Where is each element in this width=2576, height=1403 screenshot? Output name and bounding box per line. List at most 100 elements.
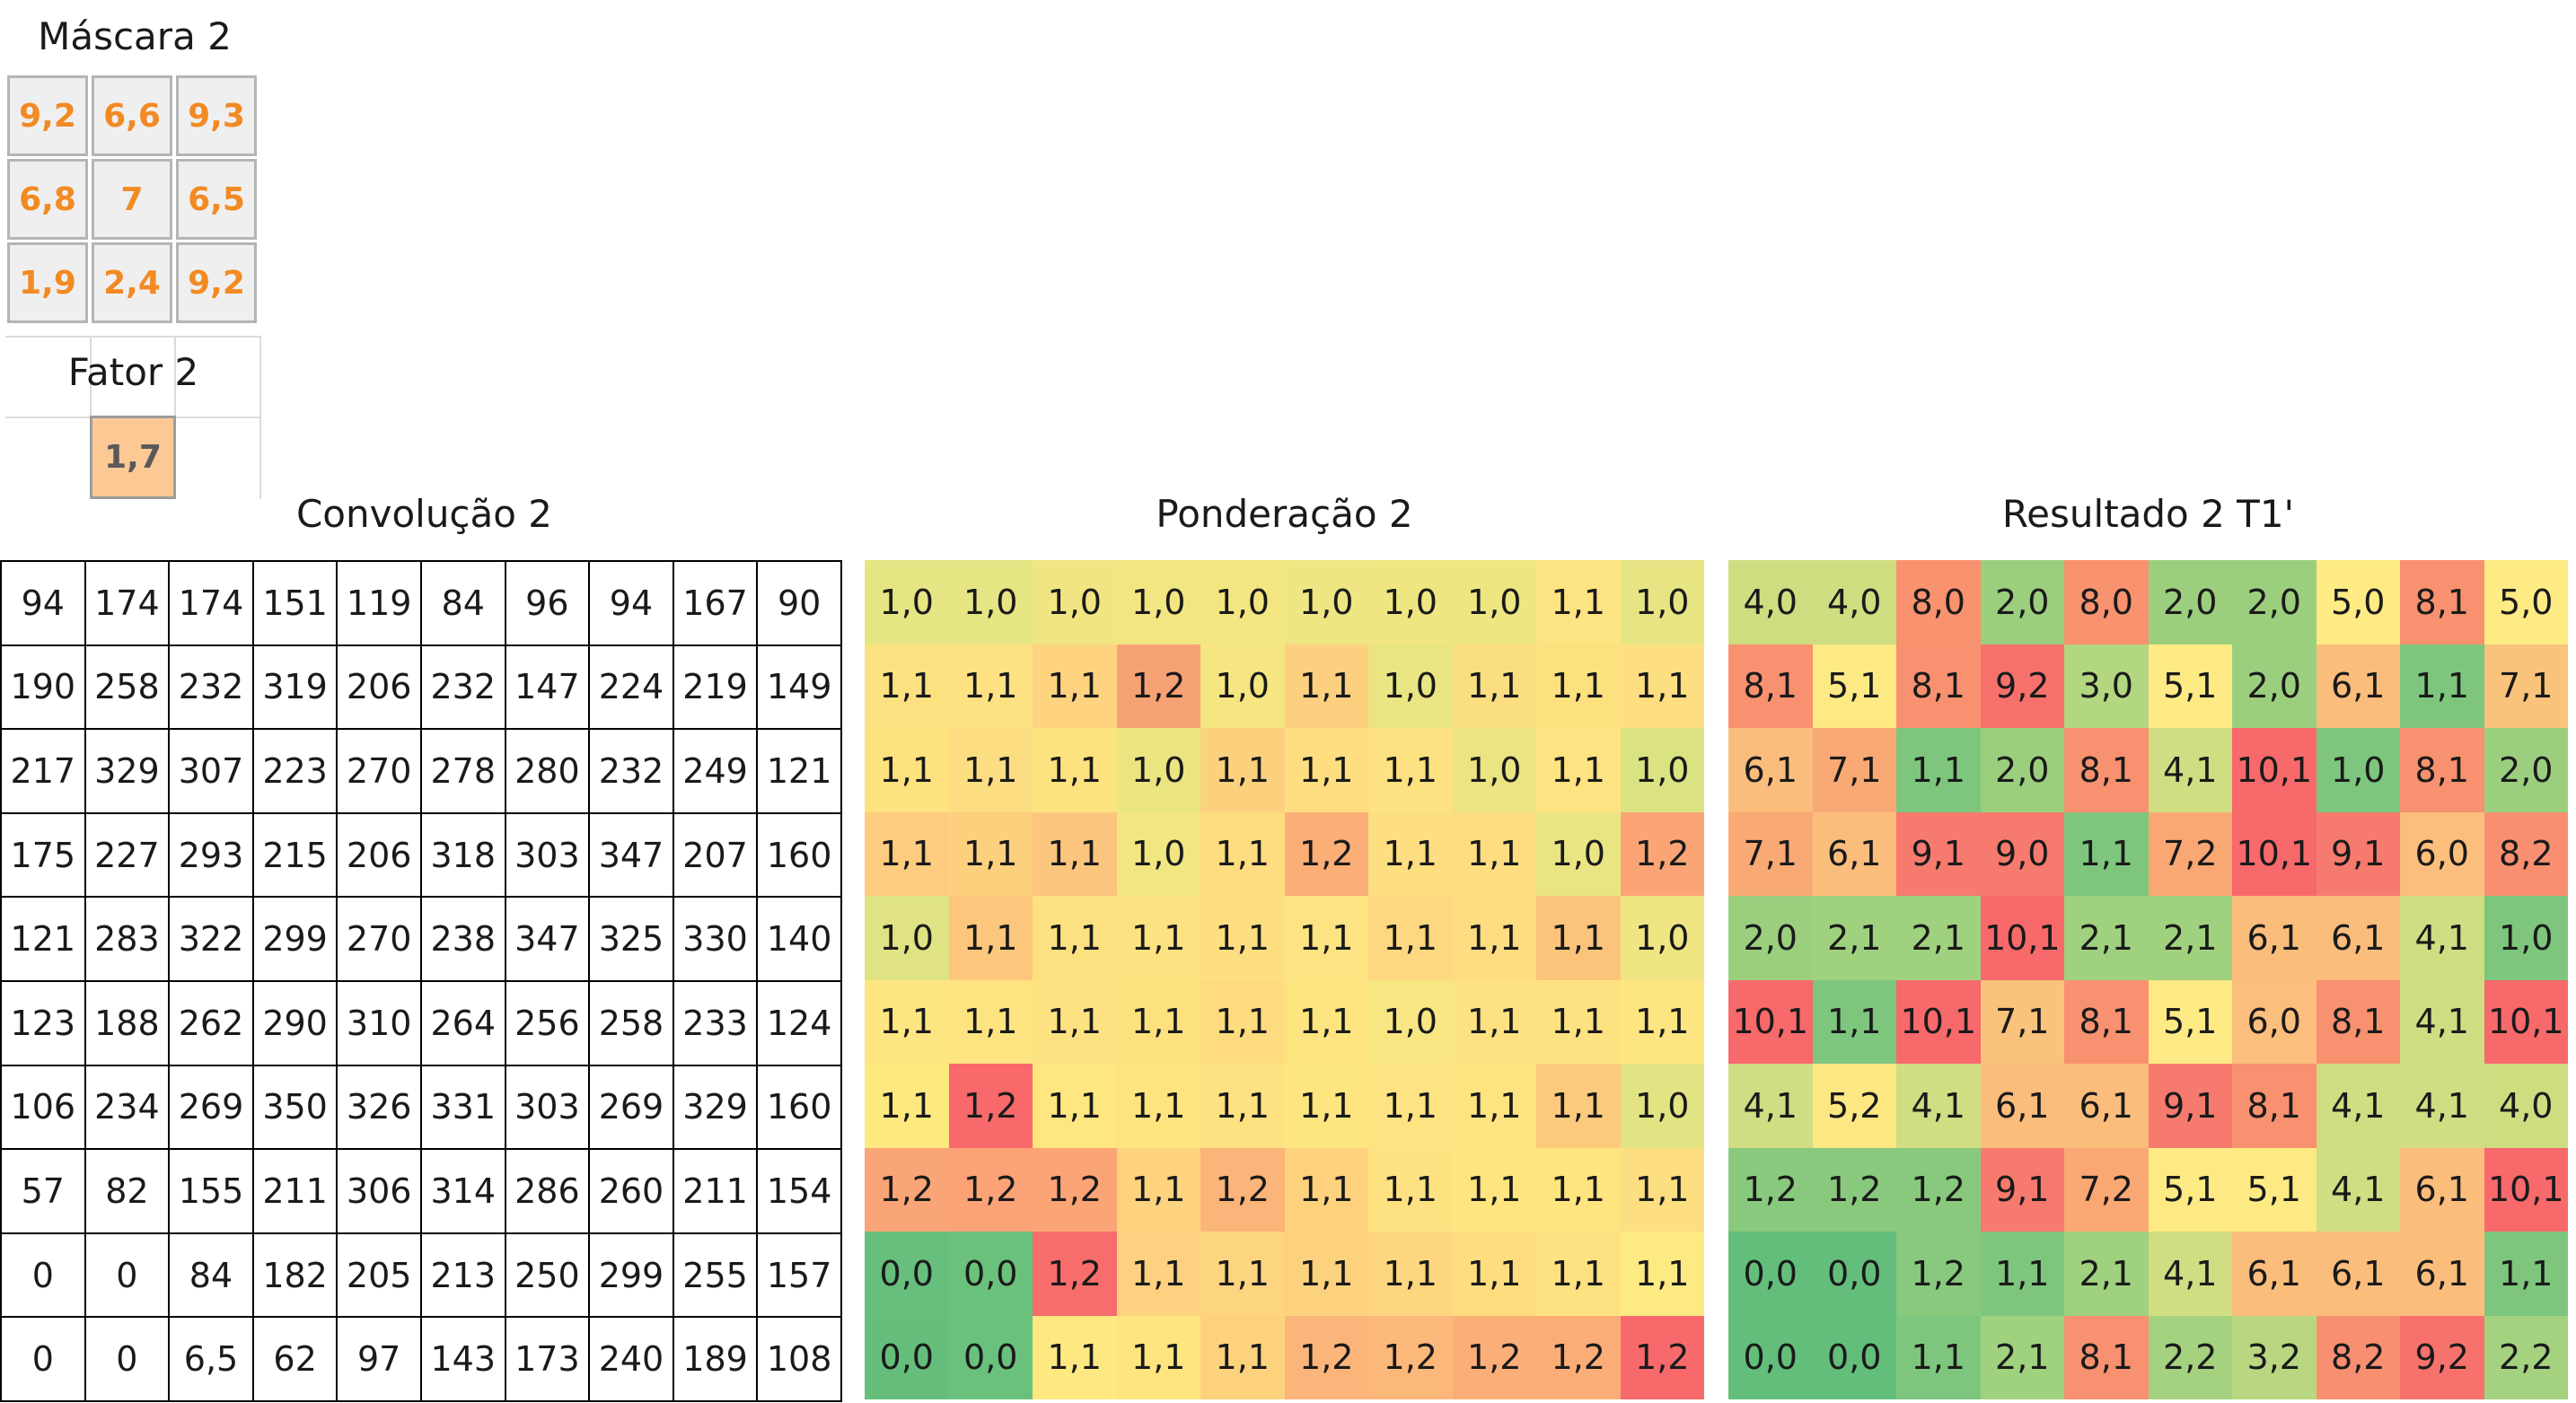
result-cell: 9,1 bbox=[1980, 1147, 2064, 1232]
weighting-cell: 1,0 bbox=[1620, 728, 1704, 812]
convolution-cell: 232 bbox=[590, 730, 673, 812]
result-cell: 2,1 bbox=[2064, 896, 2149, 980]
convolution-cell: 307 bbox=[170, 730, 252, 812]
result-cell: 4,1 bbox=[2148, 1232, 2232, 1316]
result-cell: 6,1 bbox=[2232, 896, 2317, 980]
result-cell: 6,0 bbox=[2232, 979, 2317, 1064]
weighting-cell: 0,0 bbox=[948, 1232, 1033, 1316]
result-cell: 4,1 bbox=[2316, 1064, 2400, 1148]
result-cell: 2,0 bbox=[2148, 560, 2232, 645]
weighting-cell: 1,2 bbox=[948, 1147, 1033, 1232]
weighting-cell: 1,1 bbox=[1200, 979, 1285, 1064]
convolution-cell: 160 bbox=[758, 813, 840, 897]
convolution-cell: 190 bbox=[2, 645, 84, 729]
convolution-cell: 264 bbox=[421, 981, 505, 1065]
weighting-cell: 1,2 bbox=[948, 1064, 1033, 1148]
factor-guide-col3 bbox=[259, 336, 261, 499]
convolution-cell: 238 bbox=[421, 898, 505, 980]
weighting-cell: 1,0 bbox=[1368, 644, 1453, 728]
convolution-cell: 318 bbox=[421, 813, 505, 897]
convolution-matrix: 94 174 174 151 119 84 96 94 167 90 190 258 232 319 206… bbox=[0, 560, 842, 1402]
convolution-cell: 306 bbox=[338, 1150, 420, 1232]
weighting-cell: 1,1 bbox=[1368, 896, 1453, 980]
convolution-cell: 155 bbox=[170, 1150, 252, 1232]
result-cell: 4,0 bbox=[1812, 560, 1896, 645]
convolution-cell: 82 bbox=[85, 1150, 169, 1232]
result-cell: 10,1 bbox=[1980, 896, 2064, 980]
result-cell: 2,2 bbox=[2484, 1315, 2568, 1399]
weighting-cell: 1,1 bbox=[1452, 811, 1536, 896]
mask-title: Máscara 2 bbox=[38, 14, 232, 58]
mask-cell: 6,8 bbox=[7, 159, 88, 240]
weighting-cell: 1,1 bbox=[1284, 979, 1368, 1064]
convolution-cell: 329 bbox=[85, 730, 169, 812]
result-cell: 4,1 bbox=[2148, 728, 2232, 812]
weighting-cell: 1,1 bbox=[1452, 1064, 1536, 1148]
result-cell: 6,1 bbox=[1980, 1064, 2064, 1148]
weighting-cell: 1,0 bbox=[1116, 560, 1200, 645]
convolution-cell: 219 bbox=[673, 645, 757, 729]
convolution-cell: 174 bbox=[85, 562, 169, 645]
convolution-cell: 188 bbox=[85, 981, 169, 1065]
convolution-cell: 240 bbox=[590, 1318, 673, 1400]
convolution-cell: 331 bbox=[421, 1065, 505, 1149]
result-cell: 5,2 bbox=[1812, 1064, 1896, 1148]
result-cell: 8,1 bbox=[2064, 728, 2149, 812]
result-cell: 2,1 bbox=[2148, 896, 2232, 980]
result-cell: 1,1 bbox=[1812, 979, 1896, 1064]
convolution-cell: 94 bbox=[2, 562, 84, 645]
weighting-cell: 1,1 bbox=[1116, 1064, 1200, 1148]
weighting-cell: 1,1 bbox=[1536, 896, 1621, 980]
weighting-cell: 1,1 bbox=[1033, 1064, 1117, 1148]
weighting-cell: 0,0 bbox=[865, 1315, 949, 1399]
weighting-cell: 1,1 bbox=[948, 728, 1033, 812]
convolution-cell: 175 bbox=[2, 813, 84, 897]
convolution-cell: 310 bbox=[338, 981, 420, 1065]
result-cell: 9,0 bbox=[1980, 811, 2064, 896]
convolution-cell: 121 bbox=[758, 730, 840, 812]
result-cell: 10,1 bbox=[2232, 728, 2317, 812]
convolution-title: Convolução 2 bbox=[295, 492, 553, 536]
weighting-cell: 1,1 bbox=[1284, 1232, 1368, 1316]
result-cell: 6,1 bbox=[2316, 1232, 2400, 1316]
weighting-cell: 1,2 bbox=[1452, 1315, 1536, 1399]
result-cell: 8,2 bbox=[2316, 1315, 2400, 1399]
factor-value: 1,7 bbox=[90, 416, 176, 499]
weighting-cell: 1,1 bbox=[1620, 1232, 1704, 1316]
weighting-cell: 1,1 bbox=[1116, 1315, 1200, 1399]
weighting-cell: 1,1 bbox=[1200, 1232, 1285, 1316]
weighting-cell: 1,1 bbox=[1116, 1147, 1200, 1232]
result-cell: 4,0 bbox=[2484, 1064, 2568, 1148]
convolution-cell: 217 bbox=[2, 730, 84, 812]
result-cell: 8,2 bbox=[2484, 811, 2568, 896]
convolution-cell: 224 bbox=[590, 645, 673, 729]
result-cell: 2,0 bbox=[2232, 644, 2317, 728]
result-cell: 5,0 bbox=[2316, 560, 2400, 645]
convolution-cell: 258 bbox=[590, 981, 673, 1065]
weighting-cell: 1,1 bbox=[1033, 979, 1117, 1064]
weighting-cell: 0,0 bbox=[865, 1232, 949, 1316]
result-cell: 5,1 bbox=[2232, 1147, 2317, 1232]
result-cell: 7,1 bbox=[1812, 728, 1896, 812]
convolution-cell: 94 bbox=[590, 562, 673, 645]
result-cell: 8,0 bbox=[1896, 560, 1981, 645]
result-cell: 2,0 bbox=[1980, 560, 2064, 645]
weighting-cell: 1,1 bbox=[1116, 979, 1200, 1064]
convolution-cell: 250 bbox=[506, 1233, 589, 1317]
convolution-cell: 213 bbox=[421, 1233, 505, 1317]
result-cell: 4,1 bbox=[2400, 979, 2484, 1064]
weighting-cell: 1,1 bbox=[1200, 811, 1285, 896]
weighting-cell: 1,2 bbox=[865, 1147, 949, 1232]
result-cell: 0,0 bbox=[1812, 1315, 1896, 1399]
weighting-cell: 1,0 bbox=[1452, 728, 1536, 812]
convolution-cell: 255 bbox=[673, 1233, 757, 1317]
convolution-cell: 347 bbox=[506, 898, 589, 980]
convolution-cell: 227 bbox=[85, 813, 169, 897]
weighting-cell: 1,1 bbox=[1284, 1064, 1368, 1148]
convolution-cell: 215 bbox=[253, 813, 337, 897]
weighting-cell: 1,1 bbox=[948, 896, 1033, 980]
convolution-cell: 325 bbox=[590, 898, 673, 980]
result-cell: 6,1 bbox=[2400, 1147, 2484, 1232]
result-cell: 2,1 bbox=[2064, 1232, 2149, 1316]
weighting-cell: 1,0 bbox=[1620, 896, 1704, 980]
